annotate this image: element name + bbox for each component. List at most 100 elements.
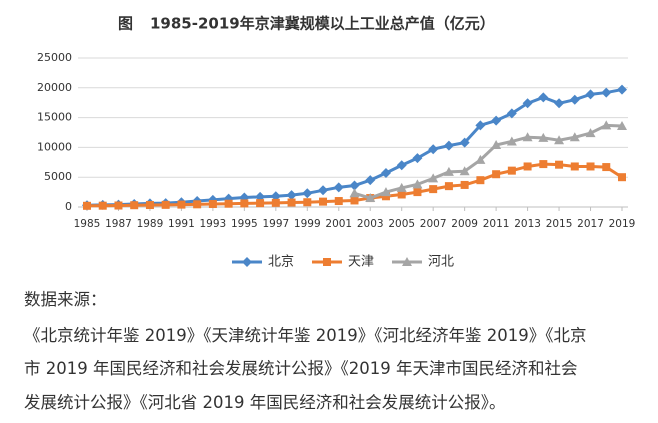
x-tick-label: 2005 bbox=[388, 218, 415, 230]
point bbox=[83, 201, 91, 210]
point bbox=[459, 137, 470, 148]
y-tick-label: 10000 bbox=[37, 140, 72, 153]
y-tick-label: 5000 bbox=[44, 170, 72, 183]
point bbox=[506, 108, 517, 119]
point bbox=[177, 200, 186, 209]
point bbox=[475, 120, 486, 131]
x-tick-label: 2003 bbox=[357, 218, 384, 230]
source-line: 发展统计公报》《河北省 2019 年国民经济和社会发展统计公报》。 bbox=[24, 393, 506, 412]
point bbox=[459, 166, 470, 176]
point bbox=[601, 120, 612, 130]
point bbox=[381, 192, 390, 201]
point bbox=[333, 182, 344, 193]
point bbox=[397, 190, 406, 199]
x-tick-label: 1987 bbox=[105, 218, 132, 230]
point bbox=[538, 92, 549, 103]
point bbox=[523, 162, 532, 171]
point bbox=[585, 128, 596, 138]
point bbox=[475, 154, 486, 164]
point bbox=[365, 175, 376, 186]
point bbox=[570, 162, 579, 171]
x-tick-label: 2001 bbox=[325, 218, 352, 230]
point bbox=[256, 199, 265, 208]
point bbox=[193, 200, 202, 209]
point bbox=[271, 198, 280, 207]
legend-label: 河北 bbox=[428, 255, 454, 270]
point bbox=[554, 135, 565, 145]
point bbox=[413, 188, 422, 197]
point bbox=[555, 160, 564, 169]
point bbox=[323, 258, 331, 266]
point bbox=[460, 180, 469, 189]
point bbox=[402, 257, 412, 266]
point bbox=[522, 98, 533, 109]
point bbox=[145, 201, 154, 210]
point bbox=[286, 190, 297, 201]
x-tick-label: 1989 bbox=[137, 218, 164, 230]
point bbox=[412, 153, 423, 164]
point bbox=[242, 257, 252, 267]
x-tick-label: 2013 bbox=[514, 218, 541, 230]
source-label: 数据来源： bbox=[24, 290, 107, 309]
point bbox=[491, 140, 502, 150]
legend-label: 天津 bbox=[348, 255, 374, 270]
point bbox=[476, 176, 485, 185]
point bbox=[287, 198, 296, 207]
point bbox=[114, 201, 123, 210]
point bbox=[349, 188, 360, 198]
x-tick-label: 2009 bbox=[451, 218, 478, 230]
x-tick-label: 2015 bbox=[546, 218, 573, 230]
point bbox=[507, 166, 516, 175]
y-tick-label: 0 bbox=[65, 200, 72, 213]
x-tick-label: 1999 bbox=[294, 218, 321, 230]
point bbox=[585, 89, 596, 100]
point bbox=[491, 115, 502, 126]
point bbox=[412, 179, 423, 189]
point bbox=[161, 200, 170, 209]
x-tick-label: 2019 bbox=[609, 218, 636, 230]
point bbox=[303, 198, 312, 207]
legend-label: 北京 bbox=[268, 255, 294, 270]
point bbox=[318, 185, 329, 196]
point bbox=[602, 163, 611, 172]
point bbox=[569, 94, 580, 105]
point bbox=[617, 120, 627, 130]
y-tick-label: 15000 bbox=[37, 111, 72, 124]
y-tick-label: 20000 bbox=[37, 81, 72, 94]
point bbox=[396, 182, 407, 192]
point bbox=[569, 132, 580, 142]
point bbox=[270, 191, 281, 202]
point bbox=[380, 168, 391, 179]
point bbox=[586, 162, 595, 171]
point bbox=[130, 201, 139, 210]
point bbox=[539, 160, 548, 169]
point bbox=[522, 132, 533, 142]
figure-label: 图 bbox=[118, 15, 133, 33]
point bbox=[396, 160, 407, 171]
x-tick-label: 1993 bbox=[200, 218, 227, 230]
point bbox=[492, 170, 501, 179]
x-tick-label: 1991 bbox=[168, 218, 195, 230]
x-tick-label: 1997 bbox=[262, 218, 289, 230]
point bbox=[601, 87, 612, 98]
x-tick-label: 1985 bbox=[74, 218, 101, 230]
point bbox=[350, 196, 359, 205]
point bbox=[538, 132, 549, 142]
point bbox=[554, 98, 565, 109]
point bbox=[444, 182, 453, 191]
point bbox=[428, 173, 439, 183]
point bbox=[617, 84, 627, 95]
point bbox=[380, 187, 391, 197]
point bbox=[443, 166, 454, 176]
x-tick-label: 2007 bbox=[420, 218, 447, 230]
source-line: 市 2019 年国民经济和社会发展统计公报》《2019 年天津市国民经济和社会 bbox=[24, 359, 578, 378]
point bbox=[428, 144, 439, 155]
point bbox=[208, 200, 217, 209]
point bbox=[349, 180, 360, 191]
point bbox=[240, 199, 249, 208]
point bbox=[302, 188, 313, 199]
point bbox=[429, 185, 438, 194]
point bbox=[506, 136, 517, 146]
series-line bbox=[354, 123, 623, 200]
